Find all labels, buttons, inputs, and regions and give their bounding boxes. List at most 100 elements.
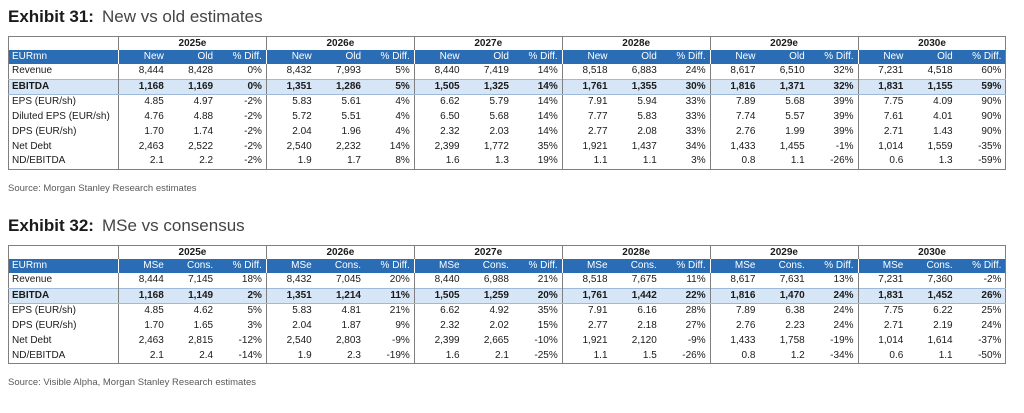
table-row: EPS (EUR/sh) 4.85 4.62 5% 5.83 4.81 21% 6.62 4.9… (9, 303, 1006, 320)
table-cell: 2,540 (265, 139, 316, 155)
table-cell: 4% (395, 111, 410, 123)
table-cell: 14% (537, 65, 558, 76)
table-cell: 5.83 (265, 303, 316, 320)
table-cell: 7.75 (857, 303, 908, 320)
column-header: % Diff. (660, 259, 711, 273)
table-cell: 14% (389, 140, 410, 152)
table-cell: 1,470 (759, 287, 809, 305)
year-header: 2026e (265, 36, 415, 50)
table-cell: 1,168 (117, 78, 168, 96)
table-cell: 7.74 (709, 110, 760, 125)
table-cell: 11% (686, 274, 706, 285)
table-cell: 1,014 (857, 139, 908, 155)
row-label: DPS (EUR/sh) (12, 125, 77, 137)
table-cell: -9% (687, 334, 706, 346)
table-cell: 35% (537, 140, 558, 152)
table-cell: 7.91 (561, 94, 612, 111)
table-cell: 1,325 (463, 78, 513, 96)
table-cell: 1,831 (857, 78, 908, 96)
column-header: New (561, 50, 612, 64)
table-cell: 1.74 (193, 125, 214, 137)
table-cell: 39% (833, 111, 854, 123)
table-cell: 27% (685, 320, 706, 332)
table-cell: 1.87 (341, 320, 361, 332)
table-cell: 8,444 (117, 273, 168, 289)
column-header: MSe (709, 259, 760, 273)
table-cell: 1,351 (265, 287, 316, 305)
table-cell: 6,883 (631, 65, 657, 76)
table-cell: -2% (244, 125, 262, 137)
table-cell: 2.08 (637, 125, 657, 137)
table-cell: 2,232 (335, 140, 361, 152)
table-cell: -2% (244, 140, 262, 152)
exhibit-number: Exhibit 32: (8, 216, 94, 235)
year-header: 2029e (709, 245, 859, 259)
column-header: % Diff. (365, 50, 415, 64)
table-cell: 14% (537, 111, 558, 123)
table-cell: 6.38 (785, 305, 805, 317)
table-row: EPS (EUR/sh) 4.85 4.97 -2% 5.83 5.61 4% 6.62 5.7… (9, 94, 1006, 111)
table-cell: 2.18 (637, 320, 657, 332)
row-label: EBITDA (8, 287, 119, 305)
table-cell: 1,761 (561, 287, 612, 305)
table-cell: 35% (537, 305, 558, 317)
column-header: % Diff. (660, 50, 711, 64)
column-header: MSe (117, 259, 168, 273)
year-header-blank (8, 245, 119, 259)
table-cell: 5% (365, 78, 415, 96)
exhibit-title: Exhibit 31: New vs old estimates (8, 3, 1006, 31)
table-row: Diluted EPS (EUR/sh) 4.76 4.88 -2% 5.72 5.51 4… (9, 110, 1006, 125)
table-cell: 8,518 (561, 273, 612, 289)
table-cell: 1,014 (857, 333, 908, 349)
table-cell: -50% (956, 348, 1006, 365)
table-cell: 5.83 (637, 111, 657, 123)
table-cell: 0% (217, 78, 267, 96)
table-cell: 1,559 (927, 140, 953, 152)
row-label: ND/EBITDA (8, 154, 119, 170)
table-cell: 34% (685, 140, 706, 152)
table-cell: 5.83 (265, 94, 316, 111)
table-cell: 8,440 (413, 273, 464, 289)
table-cell: 8,444 (117, 64, 168, 80)
table-cell: 22% (660, 287, 711, 305)
table-row: ND/EBITDA 2.1 2.2 -2% 1.9 1.7 8% 1.6 1.3 19% 1.1 1.… (8, 154, 1006, 170)
table-cell: 30% (660, 78, 711, 96)
table-cell: 14% (537, 96, 558, 108)
table-cell: 2.32 (413, 319, 464, 334)
consensus-table: 2025e 2026e 2027e 2028e 2029e 2030e EURmn MSe Co… (8, 245, 1007, 365)
table-cell: -34% (808, 348, 859, 365)
row-label: Net Debt (12, 334, 52, 346)
table-cell: 6,510 (779, 65, 805, 76)
table-cell: -35% (978, 140, 1002, 152)
table-cell: 1,758 (779, 334, 805, 346)
table-cell: 1.43 (933, 125, 953, 137)
table-cell: 7.75 (857, 94, 908, 111)
column-header: Old (315, 50, 365, 64)
row-label: Net Debt (12, 140, 52, 152)
table-cell: 5.68 (489, 111, 509, 123)
table-cell: 2.77 (561, 319, 612, 334)
table-cell: 0% (247, 65, 262, 76)
table-cell: 2,522 (188, 140, 214, 152)
table-cell: 1,505 (413, 287, 464, 305)
column-header-row: EURmn MSe Cons.% Diff. MSe Cons.% Diff. MSe Co… (8, 259, 1006, 273)
estimates-table: 2025e 2026e 2027e 2028e 2029e 2030e EURmn New Ol… (8, 36, 1007, 170)
table-cell: 5% (395, 65, 410, 76)
table-cell: 0.6 (857, 348, 908, 365)
table-cell: 24% (833, 305, 854, 317)
table-cell: 21% (389, 305, 410, 317)
table-cell: 39% (833, 125, 854, 137)
table-cell: 1.1 (561, 154, 612, 170)
table-cell: 24% (981, 320, 1002, 332)
table-cell: 2,120 (631, 334, 657, 346)
table-cell: 4.09 (933, 96, 953, 108)
table-row: EBITDA 1,168 1,149 2% 1,351 1,214 11% 1,505 1,25… (8, 287, 1006, 305)
table-cell: 2,463 (117, 333, 168, 349)
exhibit-31: Exhibit 31: New vs old estimates 2025e 202… (8, 3, 1007, 196)
row-label: DPS (EUR/sh) (12, 320, 77, 332)
table-cell: 1.65 (193, 320, 214, 332)
table-cell: 1,214 (315, 287, 365, 305)
table-cell: 4.85 (117, 303, 168, 320)
table-cell: 1.99 (785, 125, 805, 137)
column-header: % Diff. (956, 50, 1006, 64)
